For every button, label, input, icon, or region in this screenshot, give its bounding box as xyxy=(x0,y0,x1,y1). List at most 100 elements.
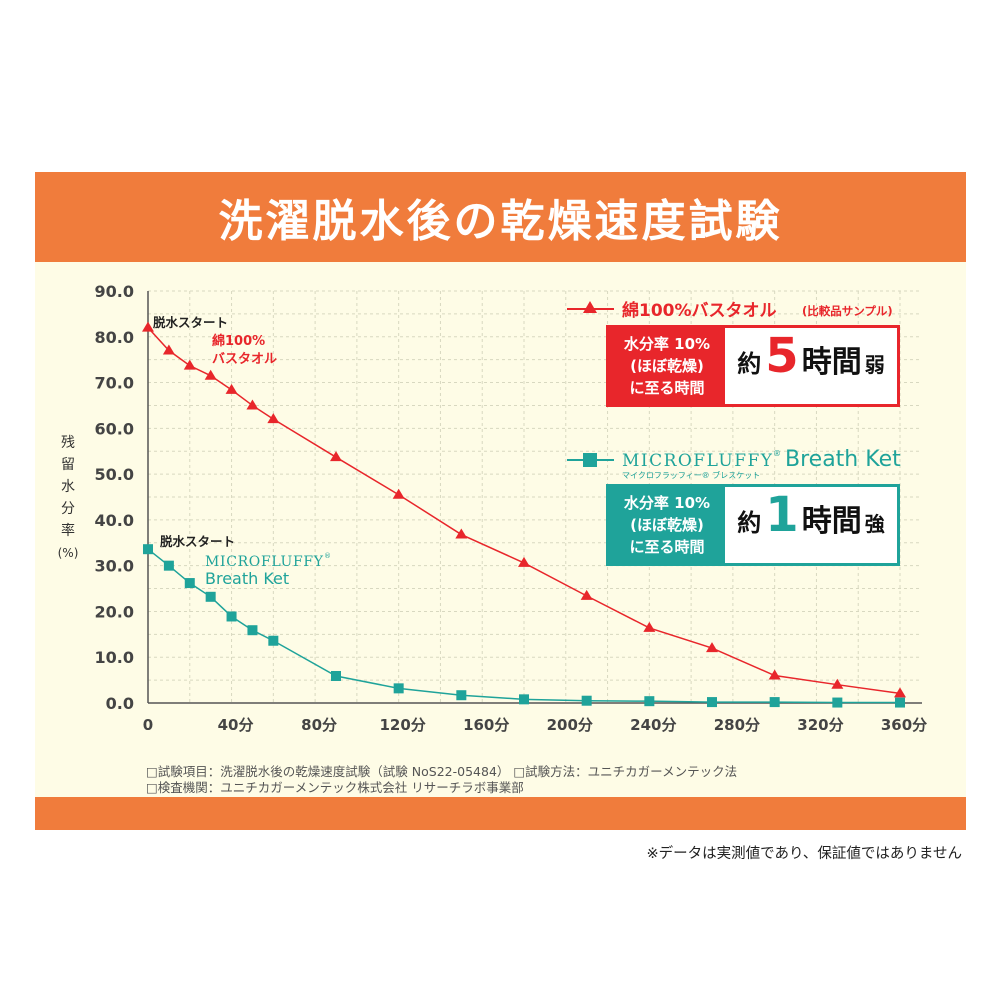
data-point-micro xyxy=(247,625,258,636)
x-tick-label: 200分 xyxy=(547,716,593,734)
legend-cotton-note: (比較品サンプル) xyxy=(802,304,893,318)
y-tick-label: 10.0 xyxy=(95,648,134,667)
result-micro-number: 1 xyxy=(765,487,799,543)
y-tick-label: 60.0 xyxy=(95,419,134,438)
annotation-micro-reg: ® xyxy=(324,552,331,560)
chart-tick-labels: 0.0 10.0 20.0 30.0 40.0 50.0 60.0 70.0 80.0 90.0 0… xyxy=(95,282,928,734)
result-cotton-prefix: 約 xyxy=(737,350,762,378)
y-axis-unit: (%) xyxy=(57,546,79,560)
page-title: 洗濯脱水後の乾燥速度試験 xyxy=(218,196,783,247)
y-tick-label: 70.0 xyxy=(95,374,134,393)
result-cotton-line2: (ほぼ乾燥) xyxy=(630,357,704,375)
data-point-micro xyxy=(519,694,529,705)
data-point-cotton xyxy=(706,642,718,653)
data-point-micro xyxy=(707,697,717,708)
legend-micro-kana: マイクロフラッフィー® ブレスケット xyxy=(622,470,760,480)
x-tick-label: 320分 xyxy=(797,716,843,734)
x-tick-label: 0 xyxy=(143,716,153,734)
result-micro-line2: (ほぼ乾燥) xyxy=(630,516,704,534)
data-point-micro xyxy=(456,690,467,701)
result-micro-suffix: 強 xyxy=(864,512,885,536)
result-cotton-label: 水分率 10% (ほぼ乾燥) に至る時間 xyxy=(609,328,725,404)
data-point-micro xyxy=(205,591,216,602)
legend-cotton: 綿100%バスタオル (比較品サンプル) xyxy=(567,300,893,321)
result-cotton-value: 約 5 時間 弱 xyxy=(725,328,897,404)
annotation-micro-name: Breath Ket xyxy=(205,569,289,588)
data-point-micro xyxy=(226,611,237,622)
annotation-micro-brand: MICROFLUFFY xyxy=(205,554,324,570)
result-cotton-line3: に至る時間 xyxy=(629,379,705,397)
data-point-cotton xyxy=(183,359,196,370)
data-point-micro xyxy=(769,697,780,708)
result-cotton-number: 5 xyxy=(765,328,799,384)
data-point-cotton xyxy=(518,556,530,567)
legend-cotton-marker xyxy=(583,301,597,313)
chart-series xyxy=(142,321,906,708)
result-cotton-suffix: 弱 xyxy=(864,353,885,377)
result-micro-value: 約 1 時間 強 xyxy=(725,487,897,563)
legend-micro-reg: ® xyxy=(773,449,781,458)
data-point-cotton xyxy=(142,321,154,332)
data-point-cotton xyxy=(162,344,175,355)
x-tick-label: 120分 xyxy=(380,716,426,734)
data-point-cotton xyxy=(768,669,781,680)
result-micro-unit: 時間 xyxy=(801,504,862,539)
data-point-cotton xyxy=(330,451,342,462)
x-tick-label: 40分 xyxy=(218,716,254,734)
data-point-micro xyxy=(581,695,592,706)
legend-micro-brand: MICROFLUFFY xyxy=(622,451,773,471)
data-point-cotton xyxy=(267,413,280,424)
result-micro-line3: に至る時間 xyxy=(629,538,705,556)
result-cotton-unit: 時間 xyxy=(801,345,862,380)
y-axis-label-char: 分 xyxy=(61,501,75,517)
x-tick-label: 240分 xyxy=(630,716,676,734)
data-point-cotton xyxy=(455,528,468,539)
y-tick-label: 20.0 xyxy=(95,602,134,621)
x-tick-label: 80分 xyxy=(301,716,337,734)
y-axis-label-char: 残 xyxy=(61,435,75,451)
data-point-cotton xyxy=(392,488,405,499)
data-point-cotton xyxy=(246,399,259,410)
data-point-cotton xyxy=(225,383,238,394)
footer-bar xyxy=(35,797,966,830)
title-banner: 洗濯脱水後の乾燥速度試験 xyxy=(35,172,966,262)
chart-grid xyxy=(148,290,920,703)
result-cotton-line1: 水分率 10% xyxy=(623,335,711,353)
data-point-cotton xyxy=(643,621,656,632)
x-tick-label: 280分 xyxy=(714,716,760,734)
disclaimer: ※データは実測値であり、保証値ではありません xyxy=(646,846,963,862)
data-point-cotton xyxy=(831,678,844,689)
y-tick-label: 0.0 xyxy=(106,694,134,713)
data-point-micro xyxy=(143,544,153,555)
annotation-cotton-start: 脱水スタート xyxy=(153,315,228,330)
data-point-micro xyxy=(163,560,174,571)
result-micro-prefix: 約 xyxy=(737,509,762,537)
test-notes-line1: □試験項目：洗濯脱水後の乾燥速度試験（試験 NoS22-05484） □試験方法… xyxy=(146,764,738,779)
y-tick-label: 50.0 xyxy=(95,465,134,484)
data-point-micro xyxy=(644,696,655,707)
data-point-cotton xyxy=(204,369,217,380)
y-axis-label-char: 率 xyxy=(61,523,75,539)
data-point-micro xyxy=(268,635,279,646)
y-axis-label: 残 留 水 分 率 (%) xyxy=(50,432,86,564)
data-point-micro xyxy=(895,697,905,708)
y-tick-label: 30.0 xyxy=(95,557,134,576)
data-point-micro xyxy=(393,683,404,694)
x-tick-label: 360分 xyxy=(881,716,927,734)
data-point-cotton xyxy=(894,687,906,698)
chart-axes xyxy=(147,291,922,704)
legend-micro: MICROFLUFFY ® Breath Ket マイクロフラッフィー® ブレス… xyxy=(567,447,901,480)
x-tick-label: 160分 xyxy=(463,716,509,734)
data-point-cotton xyxy=(580,589,593,600)
data-point-micro xyxy=(331,670,341,681)
annotation-cotton-name-1: 綿100% xyxy=(212,333,265,349)
test-notes-line2: □検査機関：ユニチカガーメンテック株式会社 リサーチラボ事業部 xyxy=(146,780,524,795)
test-notes: □試験項目：洗濯脱水後の乾燥速度試験（試験 NoS22-05484） □試験方法… xyxy=(146,764,737,796)
data-point-micro xyxy=(832,697,843,708)
result-box-micro: 水分率 10% (ほぼ乾燥) に至る時間 約 1 時間 強 xyxy=(606,484,900,566)
annotation-cotton-name-2: バスタオル xyxy=(212,352,277,367)
legend-micro-marker xyxy=(583,453,597,467)
legend-micro-name: Breath Ket xyxy=(785,447,901,472)
data-point-micro xyxy=(184,578,195,589)
